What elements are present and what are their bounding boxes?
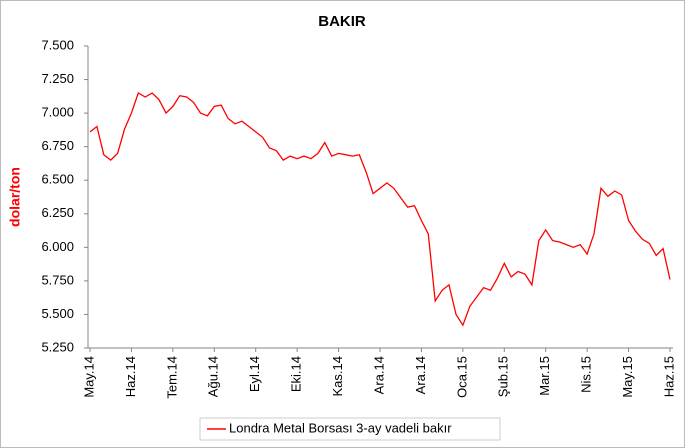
x-tick-label: May.14 (81, 356, 96, 398)
y-tick-label: 7.500 (41, 37, 74, 52)
legend-box (199, 417, 501, 441)
x-tick-label: Haz.15 (661, 356, 676, 397)
x-tick-label: Eyl.14 (247, 356, 262, 392)
y-tick-label: 6.000 (41, 239, 74, 254)
y-tick-label: 5.500 (41, 306, 74, 321)
x-tick-label: Oca.15 (454, 356, 469, 398)
legend-label: Londra Metal Borsası 3-ay vadeli bakır (229, 420, 452, 435)
series-line (89, 92, 671, 327)
x-tick-label: Tem.14 (164, 356, 179, 399)
x-tick-label: Şub.15 (496, 356, 511, 397)
x-tick-label: Mar.15 (537, 356, 552, 396)
x-tick-label: Ara.14 (371, 356, 386, 394)
y-tick-label: 7.000 (41, 105, 74, 120)
y-tick-label: 7.250 (41, 71, 74, 86)
y-tick-label: 6.750 (41, 138, 74, 153)
chart-title: BAKIR (318, 13, 366, 30)
x-tick-label: May.15 (620, 356, 635, 398)
x-tick-label: Ara.14 (413, 356, 428, 394)
x-tick-label: Haz.14 (123, 356, 138, 397)
y-axis-label: dolar/ton (7, 167, 23, 227)
y-tick-label: 6.250 (41, 205, 74, 220)
x-tick-label: Eki.14 (289, 356, 304, 392)
y-tick-label: 5.750 (41, 272, 74, 287)
y-tick-label: 5.250 (41, 339, 74, 354)
x-tick-label: Kas.14 (330, 356, 345, 396)
y-tick-label: 6.500 (41, 172, 74, 187)
x-tick-label: Nis.15 (579, 356, 594, 393)
x-tick-label: Ağu.14 (206, 356, 221, 397)
